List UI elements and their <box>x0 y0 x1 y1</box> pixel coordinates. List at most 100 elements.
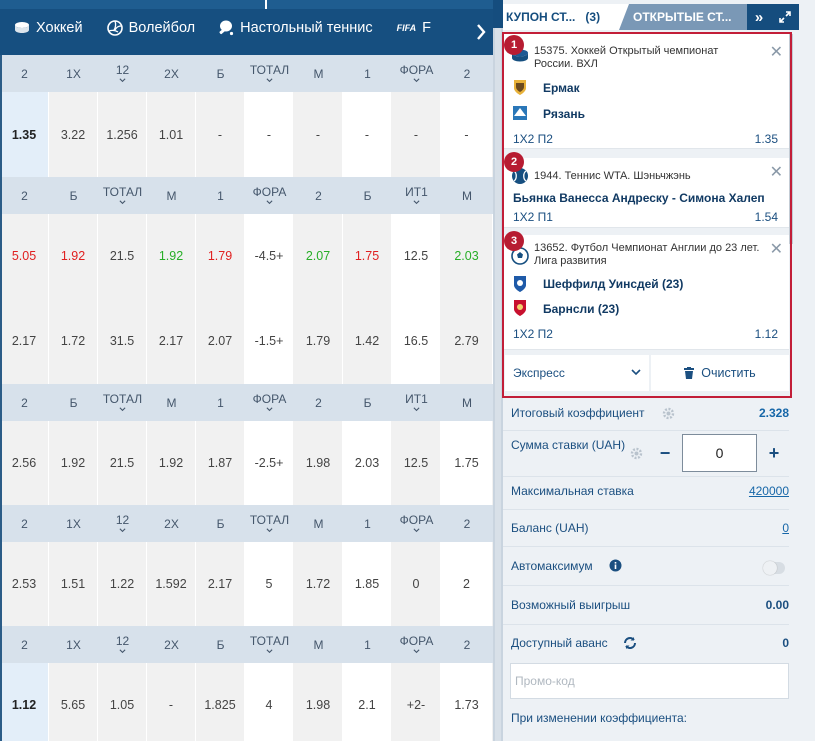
odds-header-cell[interactable]: ТОТАЛ <box>98 177 147 214</box>
odds-cell[interactable]: 2.17 <box>196 542 245 626</box>
odds-header-cell[interactable]: 12 <box>98 626 147 663</box>
odds-cell[interactable]: 1.256 <box>98 92 147 177</box>
odds-cell[interactable]: -2.5+ <box>245 421 294 505</box>
odds-cell[interactable]: 4 <box>245 663 294 741</box>
nav-next-button[interactable] <box>469 9 493 55</box>
odds-cell[interactable]: 21.5 <box>98 214 147 298</box>
odds-cell[interactable]: 3.22 <box>49 92 98 177</box>
odds-header-cell[interactable]: ФОРА <box>245 384 294 421</box>
odds-cell[interactable]: 1.92 <box>49 421 98 505</box>
sport-tab-volleyball[interactable]: Волейбол <box>106 0 195 55</box>
odds-cell[interactable]: 1.98 <box>294 421 343 505</box>
odds-cell[interactable]: +2- <box>392 663 441 741</box>
odds-cell[interactable]: 0 <box>392 542 441 626</box>
stake-increase-button[interactable]: + <box>768 442 780 463</box>
odds-cell[interactable]: 1.72 <box>49 298 98 384</box>
odds-header-cell[interactable]: ТОТАЛ <box>245 505 294 542</box>
tab-open-bets[interactable]: ОТКРЫТЫЕ СТ... <box>619 4 747 30</box>
tab-coupon[interactable]: КУПОН СТ... (3) <box>503 4 629 30</box>
odds-header-cell[interactable]: ФОРА <box>392 626 441 663</box>
odds-cell[interactable]: 2.53 <box>0 542 49 626</box>
odds-cell[interactable]: 2 <box>441 542 493 626</box>
odds-cell[interactable]: 1.92 <box>49 214 98 298</box>
sport-tab-hockey[interactable]: Хоккей <box>14 0 83 55</box>
odds-cell[interactable]: 21.5 <box>98 421 147 505</box>
odds-cell[interactable]: 2.56 <box>0 421 49 505</box>
odds-cell[interactable]: 1.42 <box>343 298 392 384</box>
odds-cell[interactable]: 12.5 <box>392 214 441 298</box>
odds-cell[interactable]: 1.75 <box>441 421 493 505</box>
remove-bet-icon[interactable]: ✕ <box>769 44 783 61</box>
odds-cell[interactable]: 2.03 <box>441 214 493 298</box>
odds-header-cell[interactable]: ТОТАЛ <box>98 384 147 421</box>
expand-icon[interactable] <box>779 11 791 23</box>
odds-cell[interactable]: 2.03 <box>343 421 392 505</box>
odds-cell[interactable]: 2.1 <box>343 663 392 741</box>
clear-button[interactable]: Очистить <box>651 355 789 391</box>
odds-header-cell[interactable]: 12 <box>98 55 147 92</box>
odds-cell[interactable]: 31.5 <box>98 298 147 384</box>
odds-cell[interactable]: 2.17 <box>0 298 49 384</box>
odds-cell[interactable]: 2.07 <box>196 298 245 384</box>
odds-cell[interactable]: - <box>294 92 343 177</box>
bet-type-select[interactable]: Экспресс <box>505 355 649 391</box>
stake-input[interactable] <box>682 434 757 472</box>
odds-cell[interactable]: - <box>343 92 392 177</box>
odds-cell[interactable]: 1.85 <box>343 542 392 626</box>
odds-header-cell[interactable]: ТОТАЛ <box>245 55 294 92</box>
automax-toggle[interactable] <box>763 561 785 575</box>
gear-icon[interactable] <box>630 447 643 460</box>
odds-cell[interactable]: 16.5 <box>392 298 441 384</box>
promo-code-input[interactable] <box>510 663 789 699</box>
remove-bet-icon[interactable]: ✕ <box>769 164 783 181</box>
odds-cell[interactable]: 1.98 <box>294 663 343 741</box>
odds-cell[interactable]: - <box>245 92 294 177</box>
odds-cell[interactable]: -1.5+ <box>245 298 294 384</box>
odds-cell[interactable]: 1.51 <box>49 542 98 626</box>
odds-cell[interactable]: 12.5 <box>392 421 441 505</box>
gear-icon[interactable] <box>662 407 675 420</box>
stake-decrease-button[interactable]: − <box>659 442 671 463</box>
odds-cell[interactable]: 1.73 <box>441 663 493 741</box>
odds-cell[interactable]: 1.01 <box>147 92 196 177</box>
odds-cell[interactable]: 1.72 <box>294 542 343 626</box>
odds-cell[interactable]: 1.87 <box>196 421 245 505</box>
odds-cell[interactable]: 1.92 <box>147 421 196 505</box>
balance-link[interactable]: 0 <box>782 521 789 535</box>
odds-cell[interactable]: 1.825 <box>196 663 245 741</box>
odds-header-cell[interactable]: ИТ1 <box>392 177 441 214</box>
refresh-icon[interactable] <box>623 636 637 650</box>
odds-cell[interactable]: - <box>196 92 245 177</box>
odds-header-cell[interactable]: ФОРА <box>392 505 441 542</box>
odds-header-cell[interactable]: ТОТАЛ <box>245 626 294 663</box>
remove-bet-icon[interactable]: ✕ <box>769 241 783 258</box>
odds-header-cell[interactable]: ФОРА <box>245 177 294 214</box>
odds-cell[interactable]: -4.5+ <box>245 214 294 298</box>
odds-cell[interactable]: 1.92 <box>147 214 196 298</box>
odds-cell[interactable]: 1.05 <box>98 663 147 741</box>
odds-cell[interactable]: 1.79 <box>196 214 245 298</box>
odds-cell[interactable]: 1.75 <box>343 214 392 298</box>
max-stake-link[interactable]: 420000 <box>748 484 789 498</box>
double-chevron-right-icon[interactable]: » <box>754 8 764 26</box>
sport-tab-table-tennis[interactable]: Настольный теннис <box>217 0 373 55</box>
odds-cell[interactable]: 2.79 <box>441 298 493 384</box>
odds-cell[interactable]: 1.22 <box>98 542 147 626</box>
odds-cell[interactable]: - <box>392 92 441 177</box>
odds-header-cell[interactable]: ИТ1 <box>392 384 441 421</box>
odds-cell[interactable]: 5.05 <box>0 214 49 298</box>
odds-cell[interactable]: 2.07 <box>294 214 343 298</box>
odds-cell[interactable]: 2.17 <box>147 298 196 384</box>
odds-cell[interactable]: - <box>441 92 493 177</box>
odds-header-cell[interactable]: ФОРА <box>392 55 441 92</box>
odds-cell[interactable]: 5.65 <box>49 663 98 741</box>
odds-header-cell[interactable]: 12 <box>98 505 147 542</box>
info-icon[interactable] <box>609 559 622 572</box>
odds-cell[interactable]: 5 <box>245 542 294 626</box>
odds-cell[interactable]: 1.79 <box>294 298 343 384</box>
sport-tab-fifa[interactable]: FIFA F <box>397 0 431 55</box>
odds-cell[interactable]: 1.35 <box>0 92 49 177</box>
odds-cell[interactable]: - <box>147 663 196 741</box>
odds-cell[interactable]: 1.592 <box>147 542 196 626</box>
odds-cell[interactable]: 1.12 <box>0 663 49 741</box>
